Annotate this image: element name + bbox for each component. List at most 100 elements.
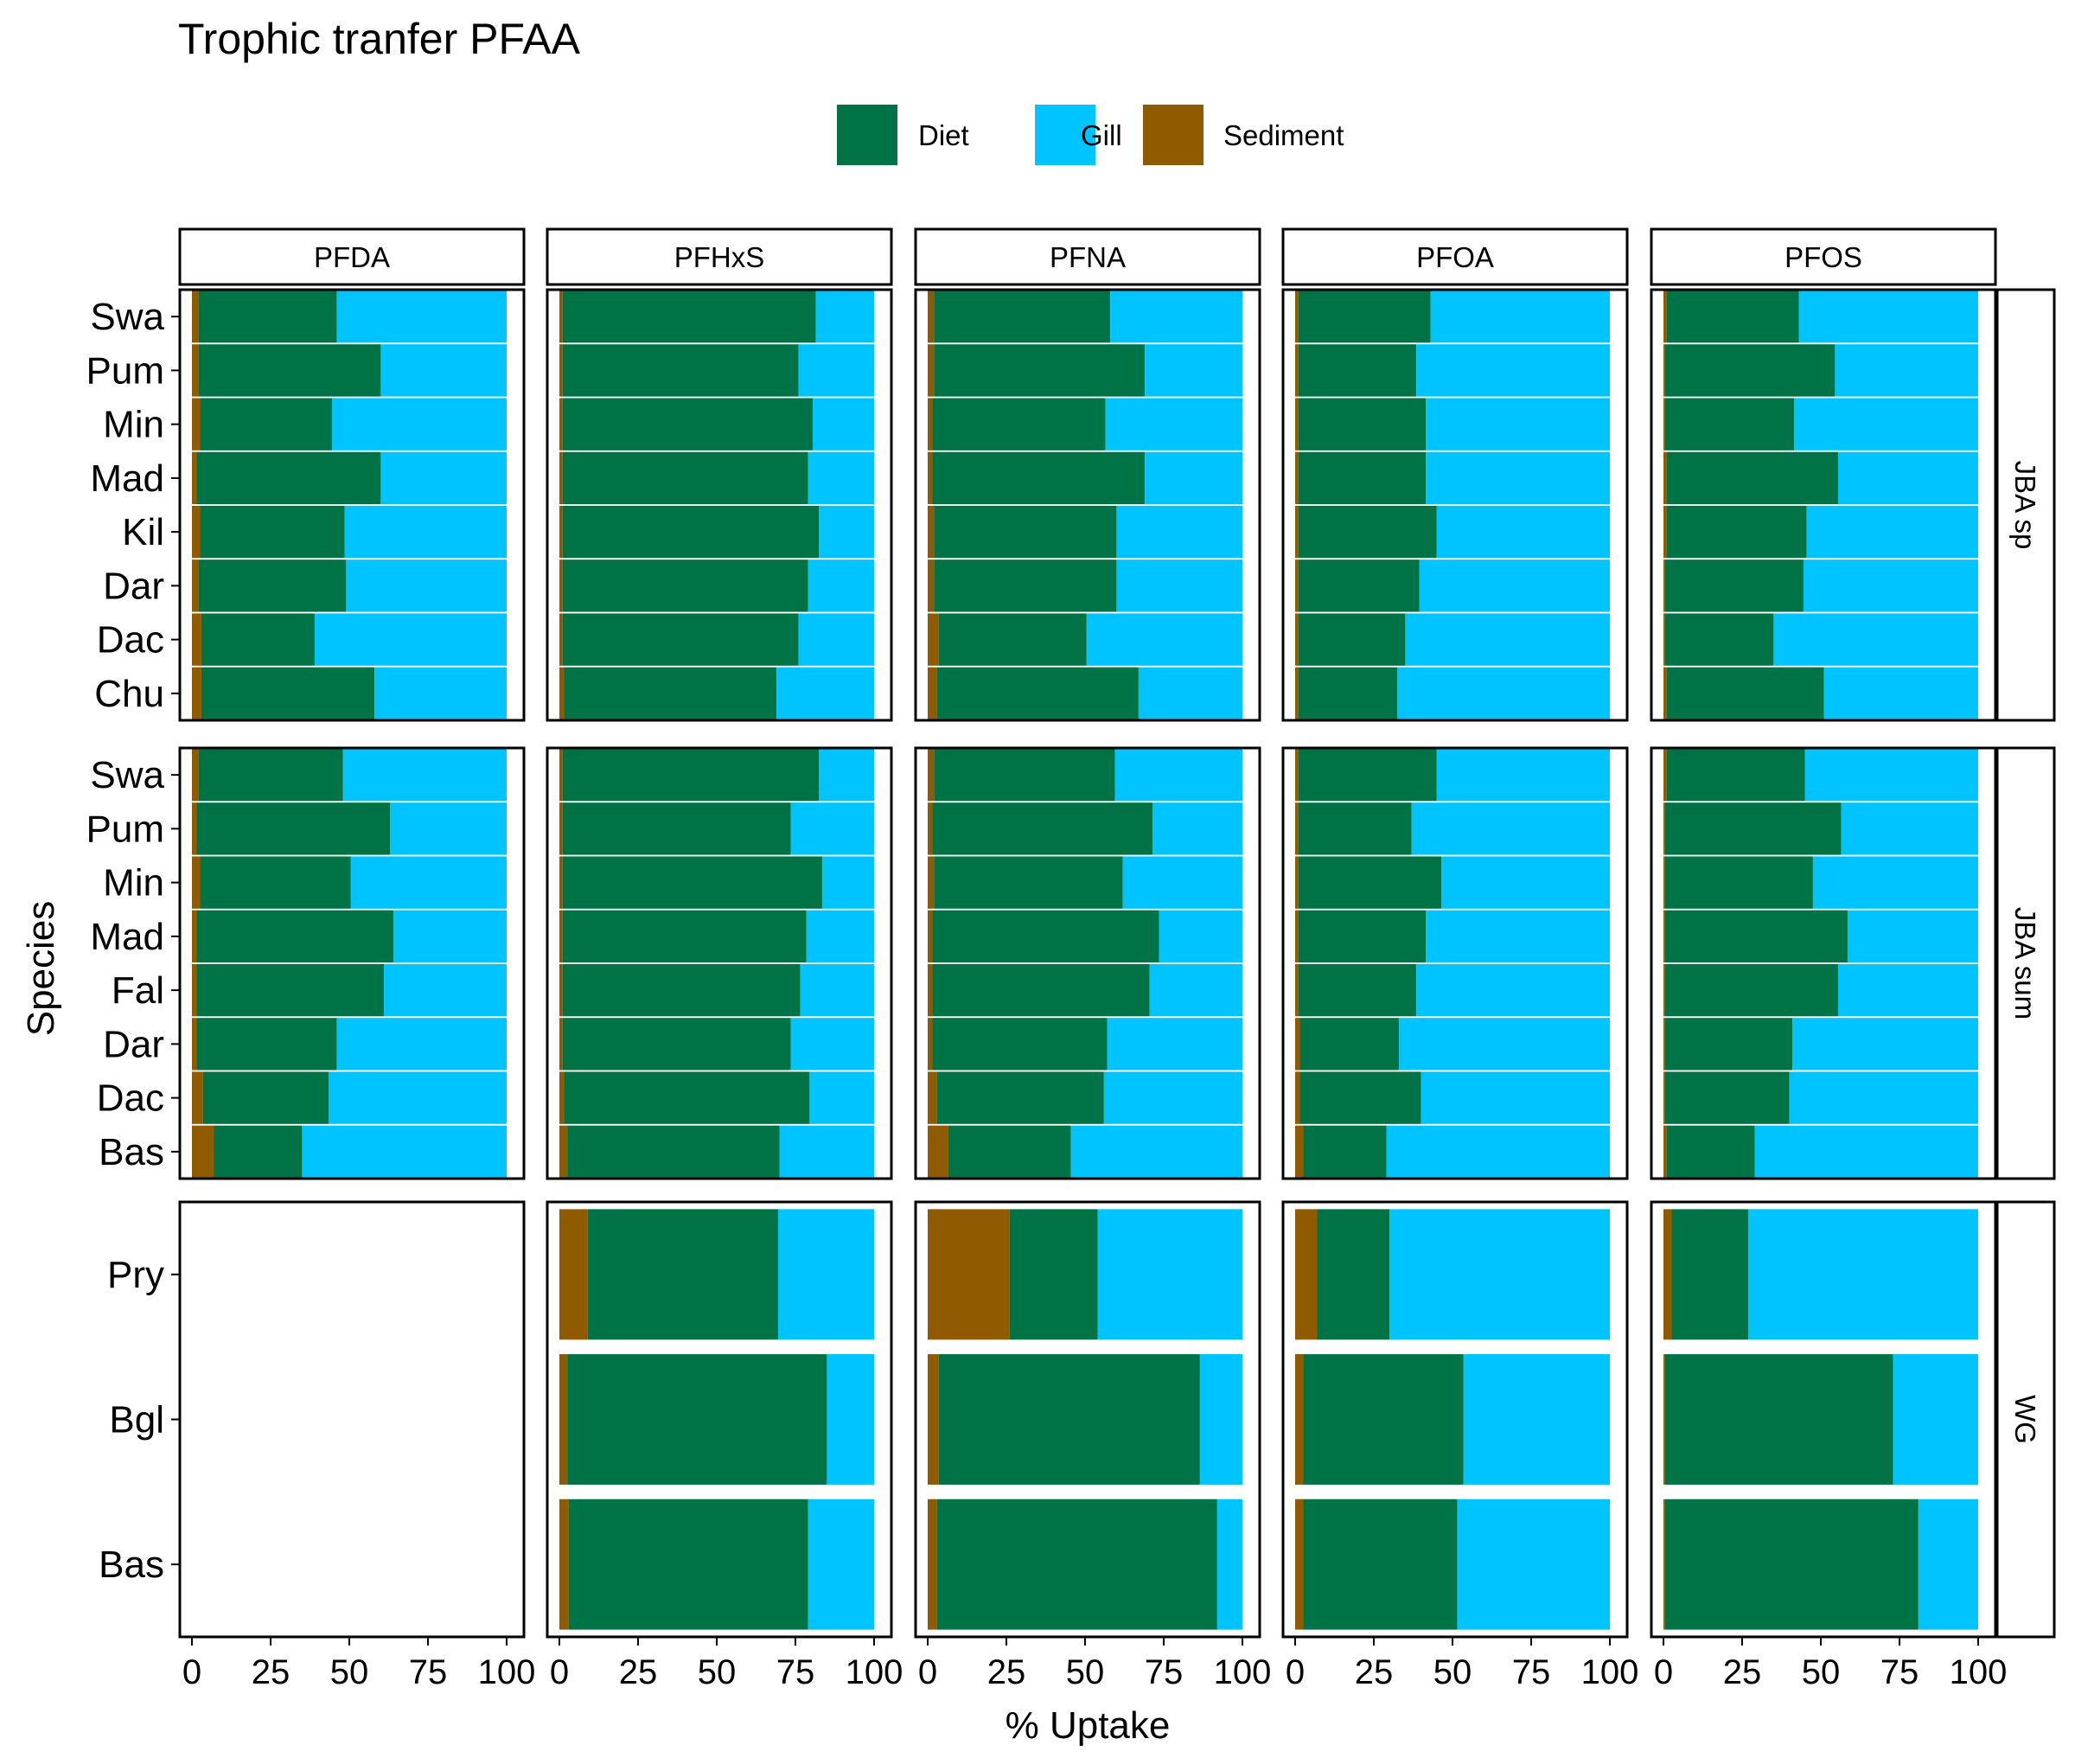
x-tick-label: 0 xyxy=(1286,1653,1305,1691)
bar-sediment-pum xyxy=(1295,344,1299,397)
row-strip-jba-sum xyxy=(1995,746,2056,1180)
bar-diet-kil xyxy=(934,505,1117,559)
bar-gill-chu xyxy=(1138,667,1242,720)
bar-diet-min xyxy=(200,398,332,451)
bar-diet-kil xyxy=(200,505,345,559)
bar-sediment-dar xyxy=(1663,1018,1665,1071)
bar-diet-min xyxy=(1664,856,1813,909)
bar-sediment-min xyxy=(192,856,201,909)
bar-diet-mad xyxy=(196,910,393,963)
bar-diet-pry xyxy=(587,1209,778,1340)
column-strip-pfda xyxy=(178,227,526,286)
bar-gill-fal xyxy=(1838,963,1978,1017)
y-tick-label-kil: Kil xyxy=(122,511,164,553)
x-tick-label: 75 xyxy=(1145,1653,1184,1691)
column-strip-pfna xyxy=(914,227,1261,286)
bar-gill-mad xyxy=(393,910,507,963)
bar-gill-bas xyxy=(1216,1499,1242,1630)
bar-diet-chu xyxy=(201,667,375,720)
bar-gill-chu xyxy=(1823,667,1978,720)
bar-gill-chu xyxy=(776,667,874,720)
panel-border xyxy=(1650,288,1997,722)
bar-sediment-dar xyxy=(192,1018,197,1071)
bar-sediment-mad xyxy=(928,910,933,963)
bar-sediment-kil xyxy=(559,505,563,559)
column-strip-label-pfoa: PFOA xyxy=(1416,241,1494,273)
bar-gill-bas xyxy=(1386,1125,1610,1179)
bar-diet-bgl xyxy=(1303,1354,1464,1485)
bar-gill-dac xyxy=(1421,1071,1610,1124)
y-tick-label-dar: Dar xyxy=(103,1023,164,1065)
bar-sediment-bas xyxy=(192,1125,214,1179)
bar-diet-bas xyxy=(1666,1125,1755,1179)
x-tick-label: 100 xyxy=(846,1653,903,1691)
bar-sediment-kil xyxy=(1663,505,1667,559)
bar-sediment-bgl xyxy=(559,1354,568,1485)
x-tick-label: 75 xyxy=(1512,1653,1551,1691)
bar-sediment-min xyxy=(928,856,935,909)
y-tick-label-fal: Fal xyxy=(112,969,164,1012)
bar-gill-swa xyxy=(1798,290,1978,343)
bar-diet-bas xyxy=(1303,1499,1458,1630)
x-tick-label: 100 xyxy=(478,1653,536,1691)
bar-sediment-pum xyxy=(559,344,563,397)
panel-jba-sp-pfos xyxy=(1650,288,1997,722)
panels: PFDA PFHxS PFNA PFOA PFOS JBA sp Swa Pum Min Mad K… xyxy=(86,227,2056,1691)
row-strip-label-jba-sum: JBA sum xyxy=(2009,907,2041,1019)
bar-diet-dar xyxy=(198,559,347,612)
x-tick-label: 25 xyxy=(619,1653,658,1691)
bar-sediment-dar xyxy=(192,559,199,612)
y-tick-label-dac: Dac xyxy=(97,1077,164,1120)
bar-gill-bgl xyxy=(1463,1354,1610,1485)
bar-sediment-swa xyxy=(928,290,935,343)
bar-gill-min xyxy=(1812,856,1978,909)
bar-diet-dac xyxy=(564,1071,810,1124)
bar-gill-bas xyxy=(1754,1125,1978,1179)
bar-gill-dac xyxy=(329,1071,507,1124)
bar-gill-kil xyxy=(344,505,507,559)
bar-gill-dac xyxy=(1103,1071,1242,1124)
bar-gill-dac xyxy=(1086,613,1242,666)
bar-diet-bas xyxy=(948,1125,1071,1179)
bar-gill-bgl xyxy=(827,1354,874,1485)
bar-diet-swa xyxy=(198,290,337,343)
bar-sediment-swa xyxy=(559,290,563,343)
bar-gill-min xyxy=(1122,856,1242,909)
bar-gill-kil xyxy=(819,505,874,559)
column-strip-label-pfna: PFNA xyxy=(1050,241,1126,273)
panel-border xyxy=(546,288,893,722)
bar-diet-mad xyxy=(932,910,1159,963)
bar-diet-dac xyxy=(201,613,315,666)
bar-gill-bas xyxy=(302,1125,507,1179)
x-tick-label: 100 xyxy=(1950,1653,2008,1691)
x-tick-label: 25 xyxy=(1723,1653,1762,1691)
bar-gill-min xyxy=(821,856,874,909)
bar-gill-bas xyxy=(1457,1499,1610,1630)
bar-gill-bas xyxy=(1918,1499,1978,1630)
legend: Diet Gill Sediment xyxy=(837,105,1344,165)
bar-diet-dac xyxy=(562,613,799,666)
panel-border xyxy=(1281,288,1629,722)
bar-diet-fal xyxy=(932,963,1150,1017)
bar-sediment-mad xyxy=(192,910,197,963)
legend-label-diet: Diet xyxy=(918,119,969,151)
panel-border xyxy=(546,1200,893,1639)
bar-diet-min xyxy=(1664,398,1795,451)
bar-gill-min xyxy=(813,398,874,451)
bar-sediment-min xyxy=(559,856,563,909)
bar-diet-fal xyxy=(1298,963,1417,1017)
bar-gill-mad xyxy=(1838,451,1978,505)
bar-gill-swa xyxy=(815,290,874,343)
bar-gill-pry xyxy=(777,1209,874,1340)
bar-diet-pum xyxy=(932,802,1153,855)
bar-sediment-mad xyxy=(1663,910,1665,963)
panel-border xyxy=(178,288,526,722)
bar-gill-min xyxy=(350,856,507,909)
bar-diet-pry xyxy=(1009,1209,1098,1340)
bar-diet-bas xyxy=(568,1499,808,1630)
bar-gill-pum xyxy=(1411,802,1610,855)
bar-diet-pum xyxy=(1298,344,1417,397)
bar-gill-pum xyxy=(1145,344,1242,397)
bar-sediment-pum xyxy=(928,344,935,397)
